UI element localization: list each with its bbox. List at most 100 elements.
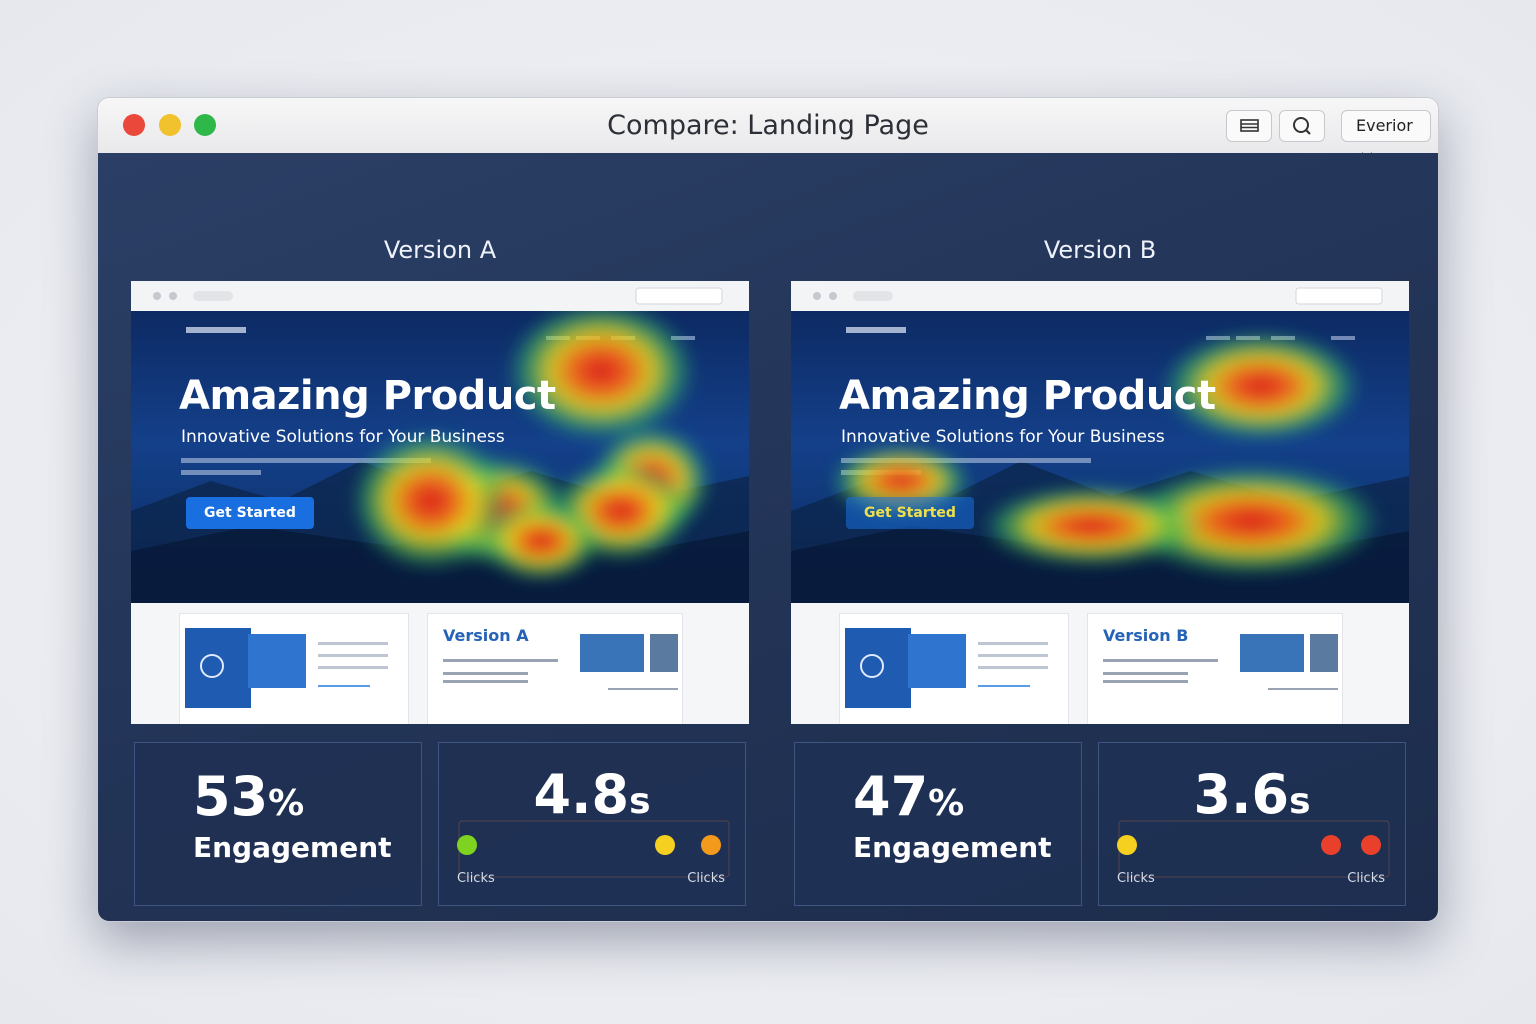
time-number: 3.6 [1193, 763, 1290, 826]
mock-dot [169, 292, 177, 300]
time-value: 4.8s [439, 763, 745, 826]
slider-frame [458, 820, 730, 878]
time-unit: s [629, 781, 651, 822]
close-button[interactable] [123, 114, 145, 136]
slider-dot [1117, 835, 1137, 855]
mock-line [443, 680, 528, 683]
cta-button[interactable]: Get Started [186, 497, 314, 529]
slider-dot [655, 835, 675, 855]
version-label: Version B [1043, 236, 1157, 264]
engagement-unit: % [268, 783, 305, 824]
slider-dot [701, 835, 721, 855]
thumb [580, 634, 644, 672]
feature-art [185, 628, 388, 708]
mock-line [1103, 672, 1188, 675]
slider-right-label: Clicks [687, 871, 725, 886]
mock-line [443, 672, 528, 675]
heat-blob [481, 501, 601, 581]
mock-browser-controls [813, 287, 1383, 305]
device [908, 634, 966, 688]
mock-line [1103, 680, 1188, 683]
heatmap [831, 331, 1381, 576]
device [185, 628, 251, 708]
search-icon [1293, 117, 1311, 135]
engagement-unit: % [928, 783, 965, 824]
mock-url [193, 291, 233, 301]
version-card: Version B [1087, 613, 1343, 724]
hero-art [131, 311, 749, 603]
account-menu[interactable]: Everior [1341, 110, 1431, 160]
time-number: 4.8 [533, 763, 630, 826]
search-button[interactable] [1279, 110, 1325, 142]
mock-logo [846, 327, 906, 333]
version-card-art [443, 634, 678, 690]
engagement-value: 53% [193, 765, 304, 828]
content: Version A Amazing Product Innovative Solut… [98, 153, 1438, 921]
time-card: 4.8s Clicks Clicks [438, 742, 746, 906]
mock-line [978, 642, 1048, 645]
layout-icon [1240, 119, 1259, 132]
engagement-card: 47% Engagement [794, 742, 1082, 906]
version-card: Version A [427, 613, 683, 724]
time-value: 3.6s [1099, 763, 1405, 826]
version-panel: Version A Amazing Product Innovative Solut… [131, 236, 749, 911]
mock-line [318, 642, 388, 645]
slider-left-label: Clicks [457, 871, 495, 886]
feature-art [845, 628, 1048, 708]
time-unit: s [1289, 781, 1311, 822]
feature-section: Version B [791, 603, 1409, 724]
heat-blob [1121, 466, 1381, 576]
mock-dot [813, 292, 821, 300]
click-slider [1117, 820, 1390, 878]
cta-button[interactable]: Get Started [846, 497, 974, 529]
zoom-button[interactable] [194, 114, 216, 136]
minimize-button[interactable] [159, 114, 181, 136]
hero-title: Amazing Product [839, 373, 1216, 419]
mock-browser-bar [791, 281, 1409, 311]
heat-blob [1161, 331, 1361, 441]
mock-line [318, 654, 388, 657]
window: Compare: Landing Page Everior Version A A… [97, 97, 1439, 922]
mock-text [181, 470, 261, 475]
slider-frame [1118, 820, 1390, 878]
engagement-label: Engagement [193, 831, 392, 864]
hero-subtitle: Innovative Solutions for Your Business [841, 427, 1165, 447]
version-label: Version A [383, 236, 497, 264]
hero-art [791, 327, 1409, 603]
device-icon [200, 654, 224, 678]
hero-section: Amazing Product Innovative Solutions for … [131, 311, 749, 603]
slider-dot [1321, 835, 1341, 855]
feature-section: Version A [131, 603, 749, 724]
heatmap [351, 311, 711, 581]
device-icon [860, 654, 884, 678]
mock-line [608, 688, 678, 690]
mock-line [978, 666, 1048, 669]
account-name: Everior [1356, 116, 1413, 135]
engagement-number: 53 [193, 765, 269, 828]
mock-browser-bar [131, 281, 749, 311]
device [845, 628, 911, 708]
version-card-title: Version A [443, 626, 529, 645]
thumb [650, 634, 678, 672]
heat-blob [506, 311, 696, 441]
window-title: Compare: Landing Page [607, 110, 929, 141]
mock-browser-controls [153, 287, 723, 305]
mock-search [1295, 287, 1383, 305]
version-card-title: Version B [1103, 626, 1189, 645]
thumb [1240, 634, 1304, 672]
slider-right-label: Clicks [1347, 871, 1385, 886]
engagement-value: 47% [853, 765, 964, 828]
heat-blob [981, 486, 1201, 566]
mock-nav [1331, 336, 1355, 340]
engagement-card: 53% Engagement [134, 742, 422, 906]
title-bar: Compare: Landing Page Everior [98, 98, 1438, 160]
mock-dot [829, 292, 837, 300]
mock-line [978, 654, 1048, 657]
slider-dot [1361, 835, 1381, 855]
slider-left-label: Clicks [1117, 871, 1155, 886]
slider-dot [457, 835, 477, 855]
layout-button[interactable] [1226, 110, 1272, 142]
mock-text [841, 458, 1091, 463]
engagement-number: 47 [853, 765, 929, 828]
